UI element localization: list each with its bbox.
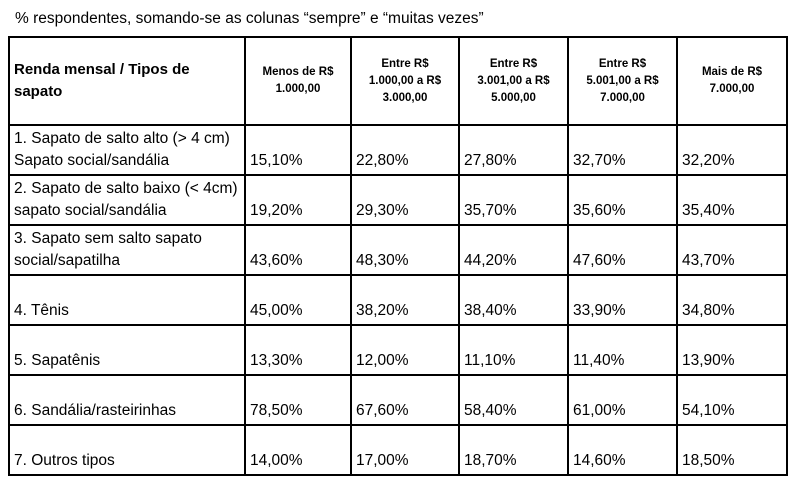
table-cell: 29,30%: [350, 174, 460, 226]
table-cell: 14,00%: [244, 424, 352, 476]
table-cell: 12,00%: [350, 324, 460, 376]
table-cell: 13,90%: [676, 324, 788, 376]
table-cell: 38,20%: [350, 274, 460, 326]
header-3001-5000: Entre R$ 3.001,00 a R$ 5.000,00: [458, 36, 569, 126]
table-cell: 47,60%: [567, 224, 678, 276]
row-label: 7. Outros tipos: [8, 424, 246, 476]
table-cell: 33,90%: [567, 274, 678, 326]
row-label: 6. Sandália/rasteirinhas: [8, 374, 246, 426]
table-cell: 78,50%: [244, 374, 352, 426]
table-row: 5. Sapatênis 13,30% 12,00% 11,10% 11,40%…: [8, 324, 788, 376]
table-row: 1. Sapato de salto alto (> 4 cm) Sapato …: [8, 124, 788, 176]
table-cell: 48,30%: [350, 224, 460, 276]
header-5001-7000: Entre R$ 5.001,00 a R$ 7.000,00: [567, 36, 678, 126]
table-cell: 45,00%: [244, 274, 352, 326]
header-over-7000: Mais de R$ 7.000,00: [676, 36, 788, 126]
table-cell: 38,40%: [458, 274, 569, 326]
table-caption: % respondentes, somando-se as colunas “s…: [15, 10, 484, 27]
table-row: 4. Tênis 45,00% 38,20% 38,40% 33,90% 34,…: [8, 274, 788, 326]
table-cell: 54,10%: [676, 374, 788, 426]
table-cell: 34,80%: [676, 274, 788, 326]
table-cell: 35,40%: [676, 174, 788, 226]
row-label: 2. Sapato de salto baixo (< 4cm) sapato …: [8, 174, 246, 226]
table-row: 3. Sapato sem salto sapato social/sapati…: [8, 224, 788, 276]
table-cell: 32,20%: [676, 124, 788, 176]
table-cell: 43,60%: [244, 224, 352, 276]
header-income-type: Renda mensal / Tipos de sapato: [8, 36, 246, 126]
table-cell: 43,70%: [676, 224, 788, 276]
table-header-row: Renda mensal / Tipos de sapato Menos de …: [8, 36, 788, 126]
table-cell: 11,40%: [567, 324, 678, 376]
table-cell: 17,00%: [350, 424, 460, 476]
row-label: 3. Sapato sem salto sapato social/sapati…: [8, 224, 246, 276]
table-cell: 11,10%: [458, 324, 569, 376]
row-label: 1. Sapato de salto alto (> 4 cm) Sapato …: [8, 124, 246, 176]
table-cell: 22,80%: [350, 124, 460, 176]
table-cell: 19,20%: [244, 174, 352, 226]
table-cell: 27,80%: [458, 124, 569, 176]
table-row: 6. Sandália/rasteirinhas 78,50% 67,60% 5…: [8, 374, 788, 426]
table-cell: 35,60%: [567, 174, 678, 226]
table-cell: 44,20%: [458, 224, 569, 276]
table-cell: 18,70%: [458, 424, 569, 476]
table-cell: 61,00%: [567, 374, 678, 426]
table-cell: 15,10%: [244, 124, 352, 176]
row-label: 4. Tênis: [8, 274, 246, 326]
header-1000-3000: Entre R$ 1.000,00 a R$ 3.000,00: [350, 36, 460, 126]
table-cell: 14,60%: [567, 424, 678, 476]
table-cell: 13,30%: [244, 324, 352, 376]
table-cell: 35,70%: [458, 174, 569, 226]
table-row: 2. Sapato de salto baixo (< 4cm) sapato …: [8, 174, 788, 226]
header-under-1000: Menos de R$ 1.000,00: [244, 36, 352, 126]
shoe-type-income-table: Renda mensal / Tipos de sapato Menos de …: [8, 36, 788, 476]
table-row: 7. Outros tipos 14,00% 17,00% 18,70% 14,…: [8, 424, 788, 476]
table-cell: 58,40%: [458, 374, 569, 426]
table-cell: 32,70%: [567, 124, 678, 176]
row-label: 5. Sapatênis: [8, 324, 246, 376]
table-cell: 18,50%: [676, 424, 788, 476]
table-cell: 67,60%: [350, 374, 460, 426]
